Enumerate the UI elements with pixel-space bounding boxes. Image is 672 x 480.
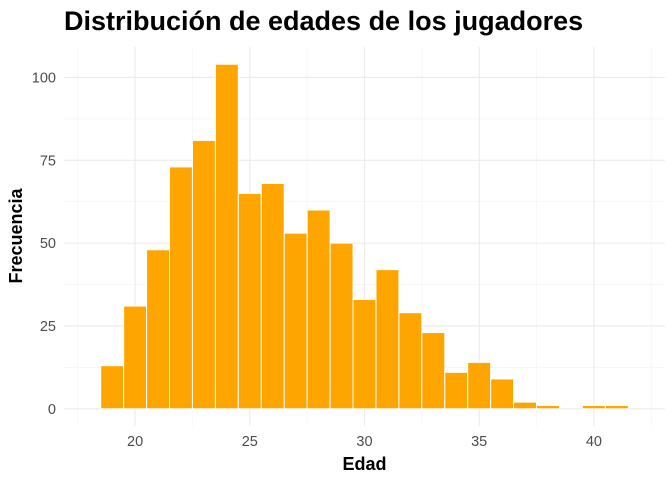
histogram-bar — [581, 404, 606, 410]
x-axis-ticks: 20 25 30 35 40 — [127, 434, 602, 450]
histogram-bar — [146, 249, 171, 410]
histogram-bar — [513, 401, 538, 410]
histogram-bar — [237, 192, 262, 410]
histogram-bar — [421, 332, 446, 410]
histogram-bar — [191, 139, 216, 410]
x-tick-label: 30 — [356, 434, 372, 450]
histogram-bar — [467, 361, 492, 410]
x-axis-title: Edad — [342, 454, 386, 474]
y-tick-label: 25 — [40, 319, 56, 335]
histogram-bar — [604, 404, 629, 410]
histogram-bar — [283, 232, 308, 410]
y-tick-label: 0 — [48, 402, 56, 418]
histogram-bar — [306, 209, 331, 410]
x-tick-label: 40 — [586, 434, 602, 450]
chart-title: Distribución de edades de los jugadores — [64, 6, 583, 36]
histogram-bar — [444, 371, 469, 410]
histogram-bar — [100, 365, 125, 410]
histogram-bar — [214, 63, 239, 410]
histogram-bar — [260, 182, 285, 410]
y-tick-label: 50 — [40, 236, 56, 252]
y-tick-label: 100 — [32, 70, 56, 86]
histogram-bar — [123, 305, 148, 410]
histogram-bar — [536, 404, 560, 410]
y-tick-label: 75 — [40, 153, 56, 169]
x-tick-label: 20 — [127, 434, 143, 450]
histogram-bar — [352, 298, 377, 410]
histogram-bar — [398, 312, 423, 410]
y-axis-title: Frecuencia — [6, 187, 26, 283]
x-tick-label: 35 — [471, 434, 487, 450]
histogram-bar — [169, 166, 193, 410]
y-axis-ticks: 0 25 50 75 100 — [32, 70, 56, 417]
x-tick-label: 25 — [242, 434, 258, 450]
histogram-bar — [490, 378, 515, 410]
histogram-bars — [100, 63, 629, 410]
histogram-bar — [329, 242, 354, 410]
histogram-bar — [375, 269, 400, 410]
